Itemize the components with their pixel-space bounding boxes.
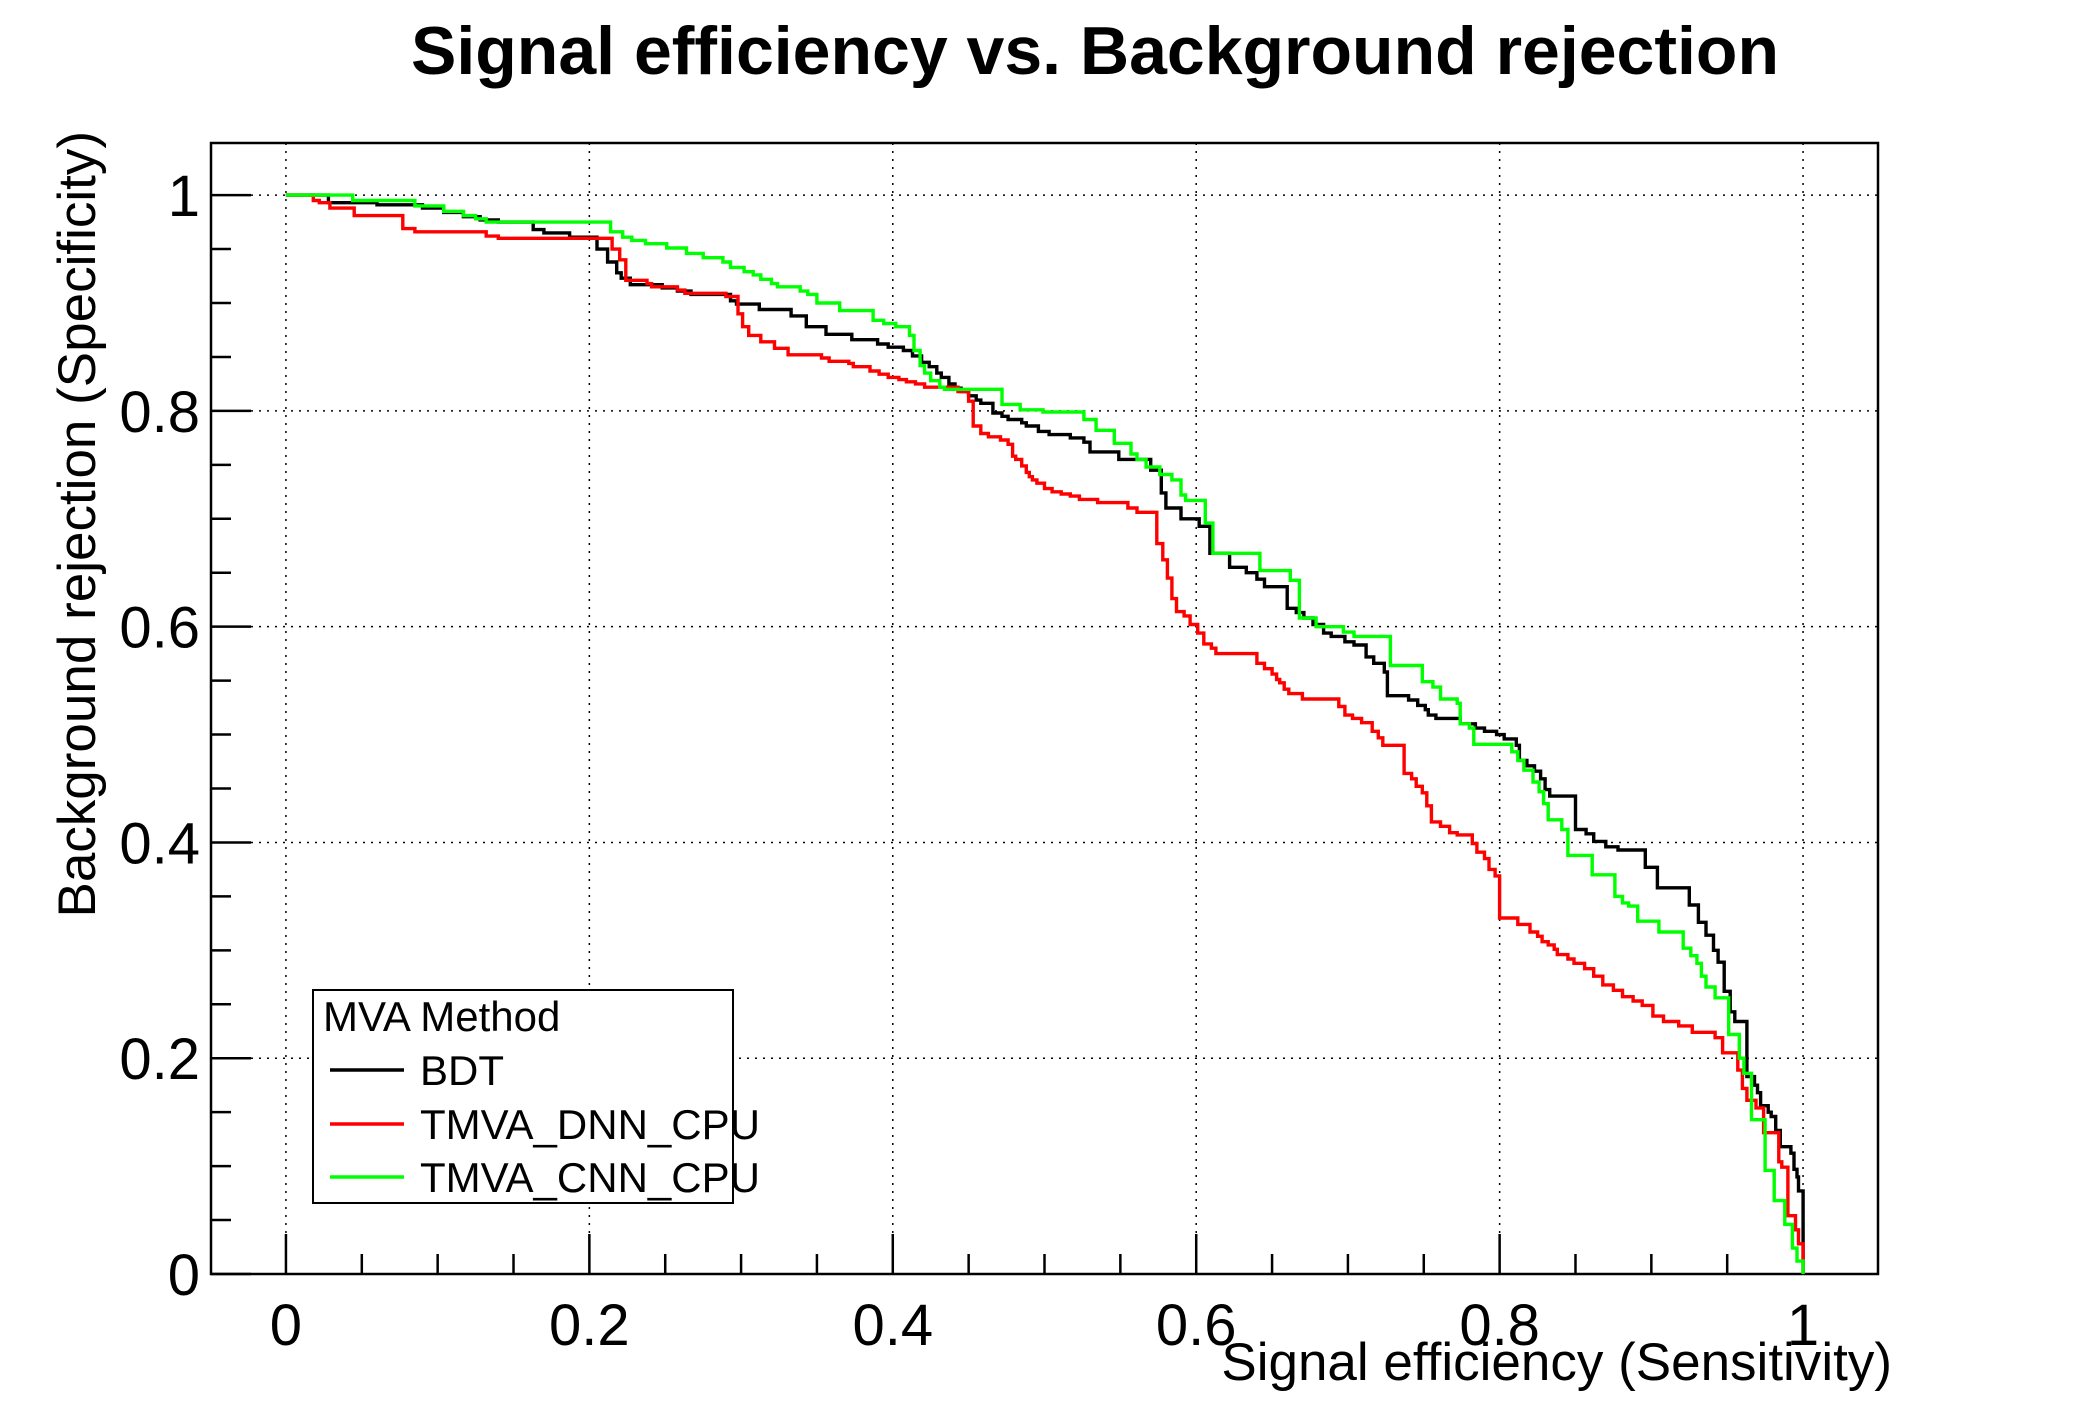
y-tick-label: 1 — [168, 164, 200, 229]
legend-label-bdt: BDT — [420, 1047, 504, 1094]
y-axis-title: Background rejection (Specificity) — [48, 131, 107, 918]
x-tick-label: 1 — [1787, 1293, 1819, 1358]
y-tick-label: 0.4 — [119, 811, 200, 876]
legend-label-tmva-dnn-cpu: TMVA_DNN_CPU — [420, 1101, 760, 1148]
roc-curves — [285, 193, 1805, 1274]
chart-title: Signal efficiency vs. Background rejecti… — [411, 13, 1779, 89]
roc-curve-tmva-cnn-cpu — [285, 193, 1805, 1274]
x-tick-label: 0 — [270, 1293, 302, 1358]
axis-tick-labels: 0 0.2 0.4 0.6 0.8 1 0 0.2 0.4 0.6 0.8 1 — [119, 164, 1819, 1358]
legend-header: MVA Method — [323, 993, 560, 1040]
x-tick-label: 0.6 — [1156, 1293, 1237, 1358]
y-tick-label: 0.8 — [119, 380, 200, 445]
x-tick-label: 0.4 — [852, 1293, 933, 1358]
legend-box — [312, 989, 734, 1204]
x-tick-label: 0.8 — [1459, 1293, 1540, 1358]
legend-label-tmva-cnn-cpu: TMVA_CNN_CPU — [420, 1154, 760, 1201]
y-tick-label: 0.6 — [119, 596, 200, 661]
axis-ticks — [211, 193, 1805, 1276]
roc-curve-tmva-dnn-cpu — [285, 193, 1805, 1274]
legend: MVA Method BDT TMVA_DNN_CPU TMVA_CNN_CPU — [312, 989, 760, 1204]
x-axis-title: Signal efficiency (Sensitivity) — [1221, 1333, 1892, 1392]
y-tick-label: 0.2 — [119, 1027, 200, 1092]
y-tick-label: 0 — [168, 1243, 200, 1308]
x-tick-label: 0.2 — [549, 1293, 630, 1358]
